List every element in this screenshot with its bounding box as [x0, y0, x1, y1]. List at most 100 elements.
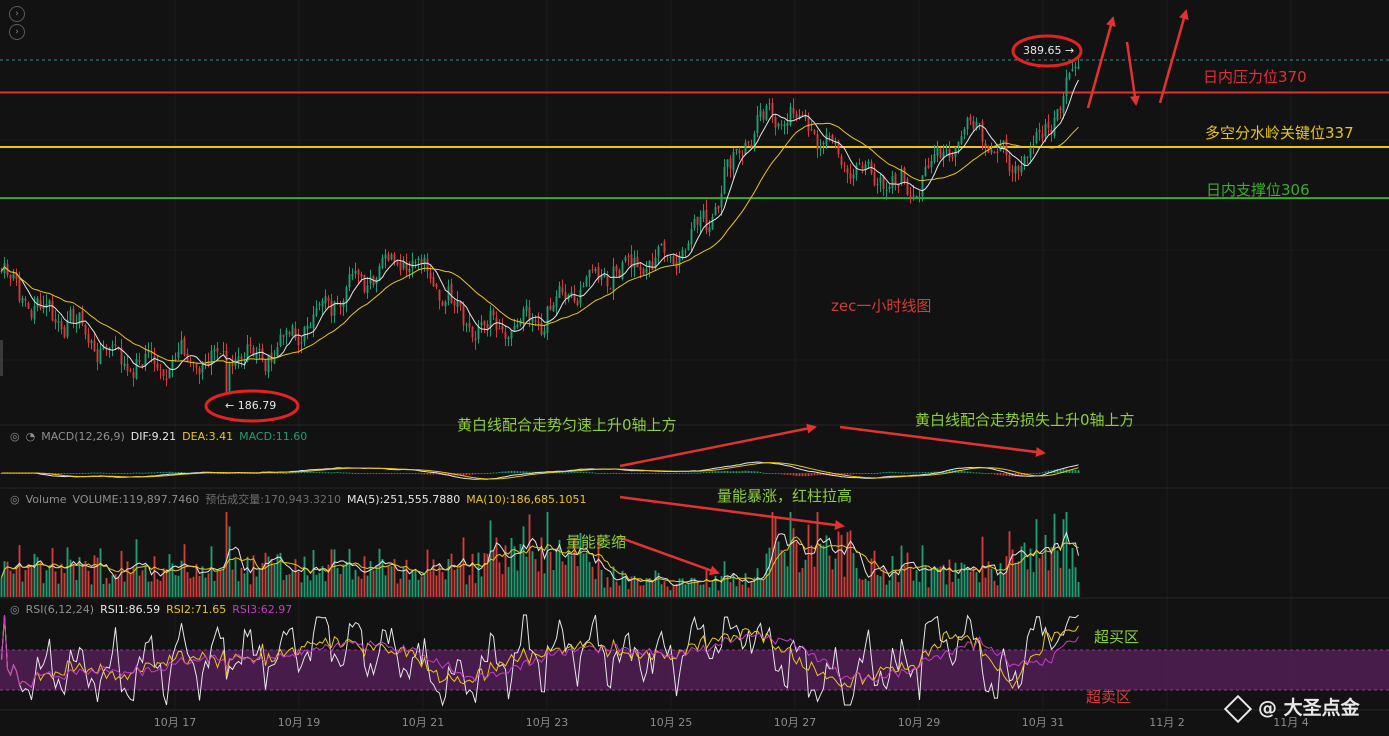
volume-bar	[783, 552, 786, 597]
volume-bar	[450, 553, 453, 597]
macd-histogram-bar	[945, 470, 948, 473]
candle-body	[942, 151, 945, 159]
macd-histogram-bar	[621, 473, 624, 474]
macd-histogram-bar	[699, 472, 702, 474]
macd-histogram-bar	[279, 472, 282, 474]
volume-bar	[780, 550, 783, 597]
volume-bar	[522, 526, 525, 597]
macd-histogram-bar	[570, 472, 573, 474]
chevron-right-icon[interactable]: ›	[9, 6, 25, 22]
volume-bar	[336, 568, 339, 597]
macd-slowdown-arrow	[839, 425, 1046, 457]
candle-body	[225, 350, 228, 392]
volume-bar	[174, 575, 177, 597]
macd-histogram-bar	[282, 472, 285, 474]
volume-bar	[858, 578, 861, 597]
candle-body	[612, 266, 615, 291]
macd-histogram-bar	[135, 472, 138, 474]
candle-body	[1071, 69, 1074, 71]
volume-bar	[201, 566, 204, 597]
volume-bar	[75, 579, 78, 597]
macd-histogram-bar	[429, 473, 432, 475]
candle-body	[804, 116, 807, 118]
candle-body	[978, 123, 981, 125]
volume-bar	[924, 565, 927, 597]
macd-histogram-bar	[318, 472, 321, 474]
eye-icon[interactable]: ◎	[10, 493, 20, 506]
bell-icon[interactable]: ◔	[25, 430, 36, 443]
volume-bar	[1041, 554, 1044, 597]
candle-body	[639, 266, 642, 271]
candle-body	[522, 309, 525, 322]
macd-histogram-bar	[738, 471, 741, 473]
candle-body	[816, 134, 819, 150]
macd-histogram-bar	[585, 472, 588, 474]
candle-body	[171, 360, 174, 370]
volume-bar	[372, 570, 375, 597]
candle-body	[669, 256, 672, 258]
candle-body	[690, 228, 693, 245]
macd-histogram-bar	[795, 473, 798, 476]
volume-bar	[501, 574, 504, 597]
candle-body	[480, 322, 483, 326]
candle-body	[915, 195, 918, 198]
macd-histogram-bar	[90, 472, 93, 474]
macd-histogram-bar	[300, 471, 303, 473]
candle-body	[717, 205, 720, 209]
volume-bar	[30, 566, 33, 597]
macd-histogram-bar	[390, 473, 393, 474]
volume-bar	[441, 572, 444, 597]
x-tick-label: 10月 21	[401, 716, 445, 729]
macd-histogram-bar	[417, 473, 420, 474]
candle-body	[711, 217, 714, 230]
candle-body	[843, 165, 846, 167]
macd-histogram-bar	[864, 473, 867, 474]
eye-icon[interactable]: ◎	[10, 603, 20, 616]
candle-body	[84, 324, 87, 335]
volume-bar	[567, 549, 570, 597]
volume-bar	[342, 564, 345, 597]
volume-bar	[510, 537, 513, 597]
macd-histogram-bar	[339, 472, 342, 474]
volume-bar	[273, 564, 276, 597]
volume-bar	[318, 572, 321, 597]
macd-histogram-bar	[885, 471, 888, 473]
candle-body	[540, 323, 543, 335]
volume-bar	[258, 568, 261, 597]
volume-bar	[585, 552, 588, 597]
macd-histogram-bar	[354, 472, 357, 474]
rsi2-line	[1, 614, 1079, 690]
candle-body	[636, 257, 639, 268]
candle-body	[933, 153, 936, 162]
macd-histogram-bar	[633, 473, 636, 474]
candle-body	[981, 121, 984, 143]
macd-histogram-bar	[921, 472, 924, 474]
macd-histogram-bar	[387, 473, 390, 474]
chevron-right-icon[interactable]: ›	[9, 24, 25, 40]
macd-histogram-bar	[375, 473, 378, 474]
candle-body	[936, 146, 939, 156]
volume-bar	[240, 567, 243, 597]
volume-bar	[189, 578, 192, 597]
eye-icon[interactable]: ◎	[10, 430, 20, 443]
macd-histogram-bar	[120, 473, 123, 474]
volume-bar	[69, 559, 72, 597]
rsi1-line	[1, 614, 1079, 707]
candle-body	[129, 370, 132, 372]
volume-bar	[618, 585, 621, 597]
volume-bar	[588, 561, 591, 597]
macd-histogram-bar	[627, 473, 630, 474]
volume-bar	[690, 577, 693, 597]
candle-body	[699, 217, 702, 227]
candle-body	[822, 142, 825, 145]
volume-bar	[1035, 519, 1038, 597]
candle-body	[588, 269, 591, 278]
macd-histogram-bar	[414, 473, 417, 474]
candle-body	[1047, 121, 1050, 129]
macd-histogram-bar	[828, 473, 831, 476]
macd-histogram-bar	[228, 473, 231, 474]
volume-bar	[438, 563, 441, 597]
macd-histogram-bar	[729, 471, 732, 473]
